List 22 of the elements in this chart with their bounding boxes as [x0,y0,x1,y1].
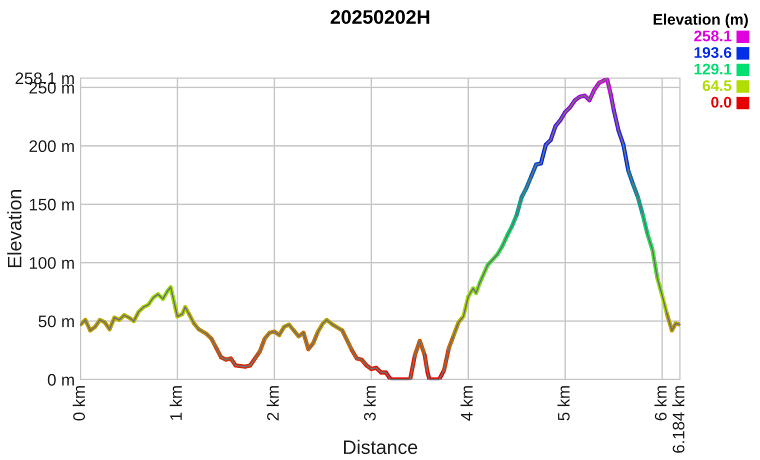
x-tick-label: 6 km [654,386,667,420]
y-tick-label: 100 m [30,257,74,269]
x-tick-label: 6.184 km [672,386,684,453]
color-bar-label: 0.0 [711,96,732,108]
x-tick-label: 3 km [364,386,376,421]
x-tick-label: 2 km [266,386,279,420]
y-tick-label: 200 m [29,140,74,152]
y-axis-title: Elevation [7,190,22,268]
x-tick-label: 0 km [72,386,85,421]
y-tick-label: 150 m [30,198,74,210]
x-axis-title: Distance [344,440,418,454]
color-bar-label: 258.1 [694,30,732,42]
y-tick-label: 0 m [48,374,74,386]
y-tick-label: 50 m [38,315,74,328]
chart-title: 20250202H [330,10,430,24]
color-bar-label: 193.6 [694,47,732,58]
x-tick-label: 1 km [170,386,182,420]
color-bar-label: 129.1 [694,64,732,74]
color-bar-title: Elevation (m) [654,14,748,28]
x-tick-label: 5 km [557,386,570,421]
x-tick-label: 4 km [460,386,473,421]
color-bar-label: 64.5 [702,80,732,92]
